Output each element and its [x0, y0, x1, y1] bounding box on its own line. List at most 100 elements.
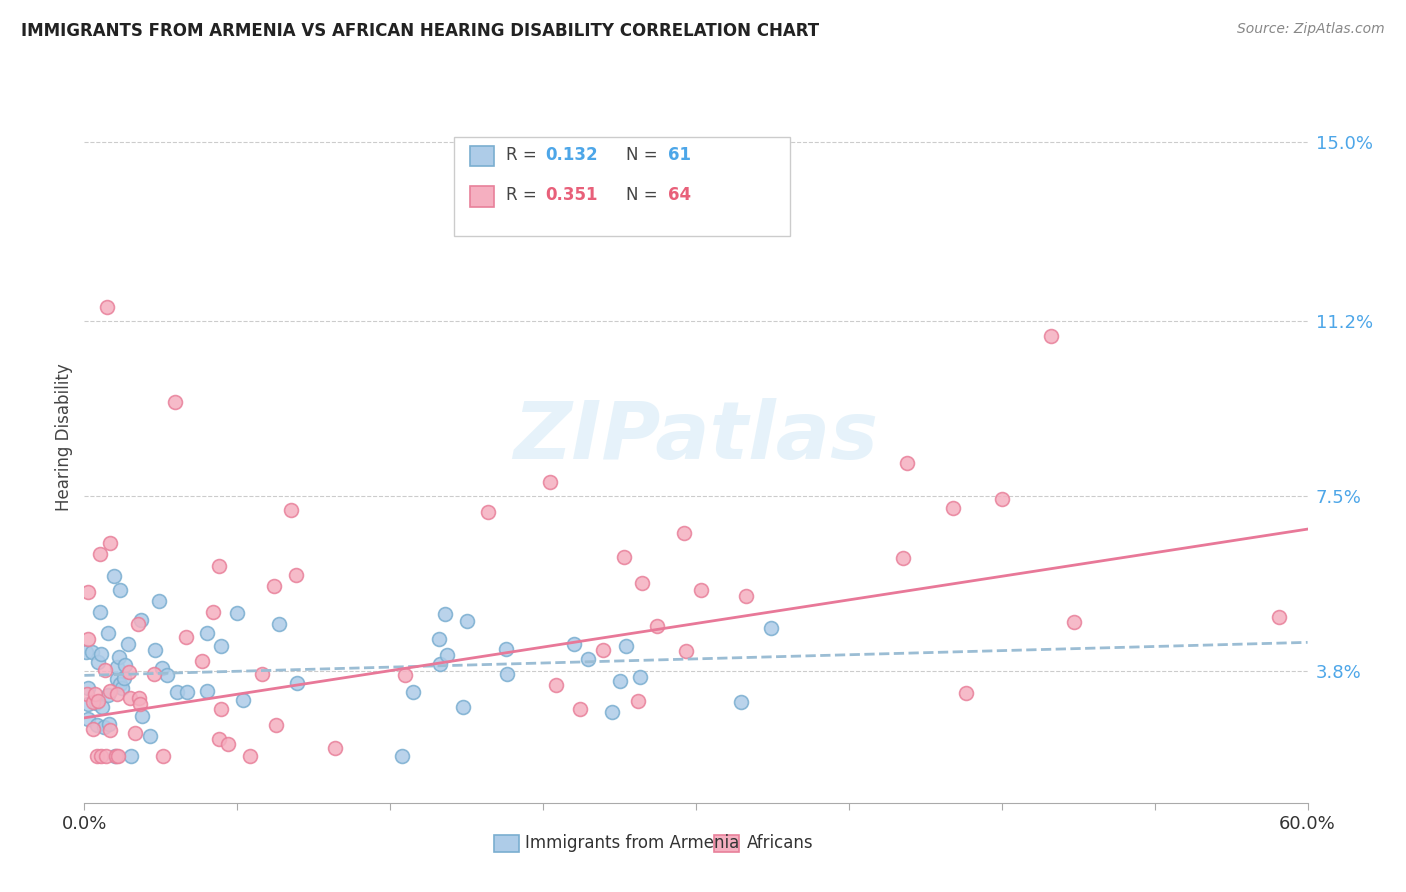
- Text: ZIPatlas: ZIPatlas: [513, 398, 879, 476]
- Point: [120, 691, 142, 706]
- Point: [1268, 610, 1291, 624]
- Text: R =: R =: [506, 186, 543, 204]
- Point: [112, 671, 135, 685]
- Point: [96, 748, 118, 763]
- Point: [576, 652, 599, 666]
- Point: [76, 687, 98, 701]
- Point: [613, 550, 636, 565]
- Point: [645, 619, 668, 633]
- Point: [896, 456, 918, 470]
- Point: [86, 748, 108, 763]
- Point: [208, 731, 231, 746]
- Point: [107, 650, 129, 665]
- Text: IMMIGRANTS FROM ARMENIA VS AFRICAN HEARING DISABILITY CORRELATION CHART: IMMIGRANTS FROM ARMENIA VS AFRICAN HEARI…: [21, 22, 820, 40]
- Point: [139, 730, 162, 744]
- Point: [82, 695, 104, 709]
- Point: [433, 607, 456, 621]
- Point: [285, 675, 308, 690]
- Text: 64: 64: [668, 186, 690, 204]
- Point: [77, 697, 100, 711]
- Point: [124, 726, 146, 740]
- Point: [394, 668, 416, 682]
- Text: N =: N =: [626, 186, 664, 204]
- FancyBboxPatch shape: [714, 836, 738, 852]
- Point: [98, 684, 121, 698]
- Point: [538, 475, 561, 489]
- Point: [176, 685, 198, 699]
- Point: [77, 681, 100, 696]
- Point: [730, 695, 752, 709]
- Point: [252, 666, 274, 681]
- Point: [195, 625, 218, 640]
- Point: [97, 716, 120, 731]
- Point: [98, 536, 121, 550]
- Point: [128, 691, 150, 706]
- Point: [264, 718, 287, 732]
- Point: [609, 673, 631, 688]
- Point: [592, 643, 614, 657]
- Point: [150, 661, 173, 675]
- Point: [991, 492, 1014, 507]
- Point: [163, 394, 186, 409]
- Point: [82, 722, 104, 736]
- Text: 0.351: 0.351: [546, 186, 598, 204]
- Point: [107, 660, 129, 674]
- Point: [614, 639, 637, 653]
- Point: [114, 657, 136, 672]
- Point: [105, 687, 128, 701]
- Point: [391, 748, 413, 763]
- Point: [129, 613, 152, 627]
- Point: [143, 642, 166, 657]
- Point: [544, 678, 567, 692]
- Text: R =: R =: [506, 146, 543, 164]
- Point: [127, 617, 149, 632]
- Point: [108, 677, 131, 691]
- Point: [456, 614, 478, 628]
- FancyBboxPatch shape: [454, 137, 790, 235]
- Point: [569, 702, 592, 716]
- Point: [128, 697, 150, 711]
- Point: [891, 551, 914, 566]
- Point: [90, 748, 112, 763]
- Point: [600, 706, 623, 720]
- Point: [451, 699, 474, 714]
- Point: [427, 632, 450, 647]
- Point: [76, 632, 98, 647]
- Point: [1039, 328, 1062, 343]
- Point: [195, 684, 218, 698]
- Point: [202, 605, 225, 619]
- Text: Source: ZipAtlas.com: Source: ZipAtlas.com: [1237, 22, 1385, 37]
- Point: [89, 547, 111, 561]
- Point: [267, 616, 290, 631]
- Point: [209, 639, 232, 653]
- Point: [323, 741, 346, 756]
- Point: [84, 696, 107, 710]
- FancyBboxPatch shape: [470, 146, 494, 167]
- Point: [90, 700, 112, 714]
- Y-axis label: Hearing Disability: Hearing Disability: [55, 363, 73, 511]
- Point: [77, 585, 100, 599]
- Point: [495, 642, 517, 657]
- Point: [239, 748, 262, 763]
- Point: [97, 689, 120, 703]
- Text: N =: N =: [626, 146, 664, 164]
- Point: [955, 686, 977, 700]
- Point: [105, 748, 128, 763]
- Point: [94, 663, 117, 677]
- Point: [280, 503, 302, 517]
- Point: [103, 569, 125, 583]
- Point: [90, 647, 112, 661]
- Point: [89, 605, 111, 619]
- Point: [263, 579, 285, 593]
- Point: [675, 644, 697, 658]
- Point: [80, 645, 103, 659]
- Point: [166, 685, 188, 699]
- Text: Africans: Africans: [748, 834, 814, 852]
- Point: [87, 694, 110, 708]
- Point: [143, 666, 166, 681]
- Point: [118, 665, 141, 679]
- Point: [477, 505, 499, 519]
- Point: [191, 654, 214, 668]
- Point: [108, 583, 131, 598]
- Point: [690, 583, 713, 598]
